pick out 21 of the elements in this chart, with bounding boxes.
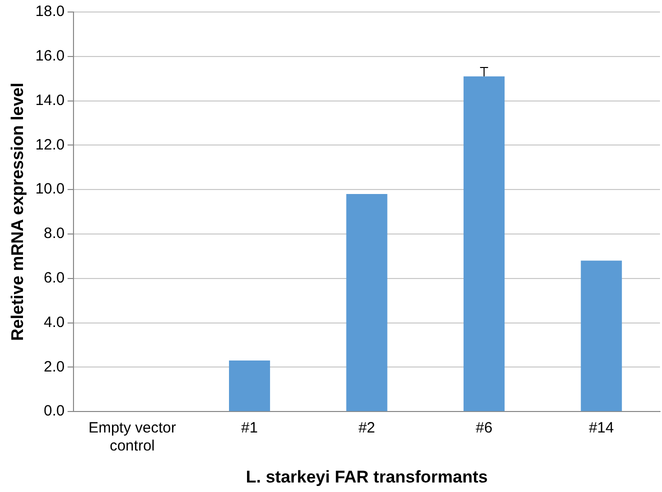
bar bbox=[580, 260, 622, 412]
x-tick-label: Empty vector control bbox=[88, 420, 176, 455]
bar bbox=[464, 76, 505, 412]
y-tick-label: 10.0 bbox=[35, 180, 65, 198]
x-tick-label: #1 bbox=[241, 420, 258, 437]
y-tick-label: 18.0 bbox=[35, 3, 65, 20]
y-tick-label: 16.0 bbox=[35, 48, 65, 65]
x-tick-label: #2 bbox=[358, 420, 376, 437]
y-tick-label: 8.0 bbox=[44, 225, 65, 242]
y-tick-label: 12.0 bbox=[35, 136, 65, 154]
bar bbox=[346, 194, 388, 412]
y-tick-label: 0.0 bbox=[44, 402, 65, 420]
x-axis-title: L. starkeyi FAR transformants bbox=[246, 467, 488, 486]
y-tick-label: 2.0 bbox=[44, 358, 65, 376]
x-tick-label: #6 bbox=[476, 420, 492, 437]
x-tick-label: #14 bbox=[588, 420, 614, 437]
y-tick-label: 14.0 bbox=[35, 92, 65, 109]
y-axis-title: Reletive mRNA expression level bbox=[8, 82, 27, 341]
y-tick-label: 6.0 bbox=[44, 270, 65, 287]
y-tick-label: 4.0 bbox=[44, 314, 65, 331]
bar bbox=[228, 360, 270, 412]
